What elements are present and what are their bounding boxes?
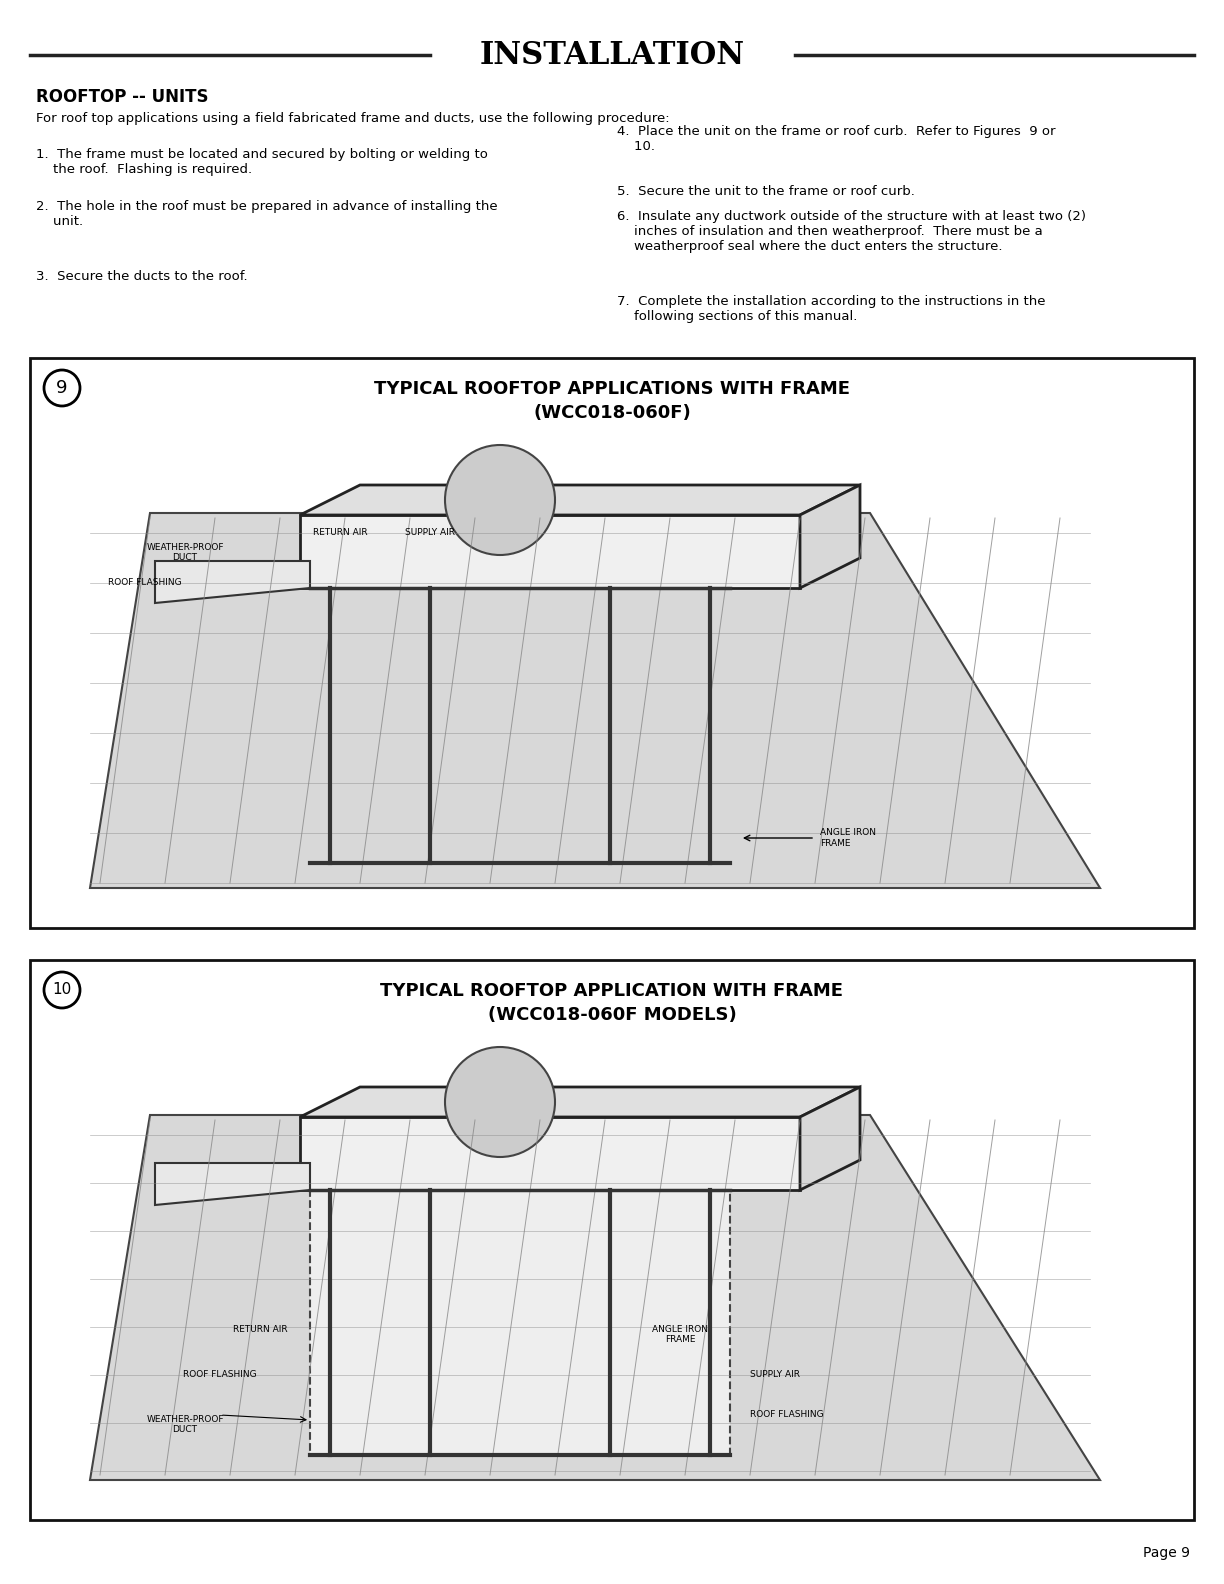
Bar (31, 960, 1193, 1521)
Text: 4.  Place the unit on the frame or roof curb.  Refer to Figures  9 or
    10.: 4. Place the unit on the frame or roof c… (617, 125, 1055, 154)
Bar (300, 515, 800, 588)
Polygon shape (91, 1115, 1100, 1479)
Text: ROOF FLASHING: ROOF FLASHING (108, 578, 182, 588)
Circle shape (446, 445, 554, 554)
Bar (31, 358, 1193, 928)
Bar (300, 1117, 800, 1190)
Text: Page 9: Page 9 (1143, 1546, 1190, 1560)
Polygon shape (300, 485, 860, 515)
Polygon shape (91, 513, 1100, 889)
Text: 7.  Complete the installation according to the instructions in the
    following: 7. Complete the installation according t… (617, 295, 1045, 323)
Text: ROOF FLASHING: ROOF FLASHING (184, 1370, 257, 1380)
Circle shape (44, 371, 80, 406)
Circle shape (44, 973, 80, 1007)
Bar (310, 1190, 730, 1456)
Text: 5.  Secure the unit to the frame or roof curb.: 5. Secure the unit to the frame or roof … (617, 185, 914, 198)
Text: ROOFTOP -- UNITS: ROOFTOP -- UNITS (35, 89, 208, 106)
Text: ANGLE IRON
FRAME: ANGLE IRON FRAME (652, 1324, 707, 1345)
Text: 1.  The frame must be located and secured by bolting or welding to
    the roof.: 1. The frame must be located and secured… (35, 147, 488, 176)
Text: TYPICAL ROOFTOP APPLICATION WITH FRAME: TYPICAL ROOFTOP APPLICATION WITH FRAME (381, 982, 843, 1000)
Text: 2.  The hole in the roof must be prepared in advance of installing the
    unit.: 2. The hole in the roof must be prepared… (35, 200, 498, 228)
Text: 10: 10 (53, 982, 72, 998)
Text: (WCC018-060F): (WCC018-060F) (534, 404, 690, 421)
Text: WEATHER-PROOF
DUCT: WEATHER-PROOF DUCT (146, 543, 224, 562)
Text: TYPICAL ROOFTOP APPLICATIONS WITH FRAME: TYPICAL ROOFTOP APPLICATIONS WITH FRAME (375, 380, 849, 398)
Text: RETURN AIR: RETURN AIR (312, 527, 367, 537)
Text: ANGLE IRON
FRAME: ANGLE IRON FRAME (820, 828, 876, 847)
Text: 6.  Insulate any ductwork outside of the structure with at least two (2)
    inc: 6. Insulate any ductwork outside of the … (617, 211, 1086, 253)
Text: (WCC018-060F MODELS): (WCC018-060F MODELS) (487, 1006, 737, 1023)
Text: ROOF FLASHING: ROOF FLASHING (750, 1410, 824, 1419)
Polygon shape (800, 1087, 860, 1190)
Text: SUPPLY AIR: SUPPLY AIR (405, 527, 455, 537)
Text: 9: 9 (56, 379, 67, 398)
Polygon shape (800, 485, 860, 588)
Text: RETURN AIR: RETURN AIR (233, 1324, 288, 1334)
Text: 3.  Secure the ducts to the roof.: 3. Secure the ducts to the roof. (35, 269, 247, 284)
Text: WEATHER-PROOF
DUCT: WEATHER-PROOF DUCT (146, 1415, 224, 1435)
Polygon shape (155, 561, 310, 604)
Text: SUPPLY AIR: SUPPLY AIR (750, 1370, 800, 1380)
Text: For roof top applications using a field fabricated frame and ducts, use the foll: For roof top applications using a field … (35, 112, 670, 125)
Text: INSTALLATION: INSTALLATION (480, 40, 744, 71)
Polygon shape (300, 1087, 860, 1117)
Polygon shape (155, 1163, 310, 1205)
Circle shape (446, 1047, 554, 1156)
